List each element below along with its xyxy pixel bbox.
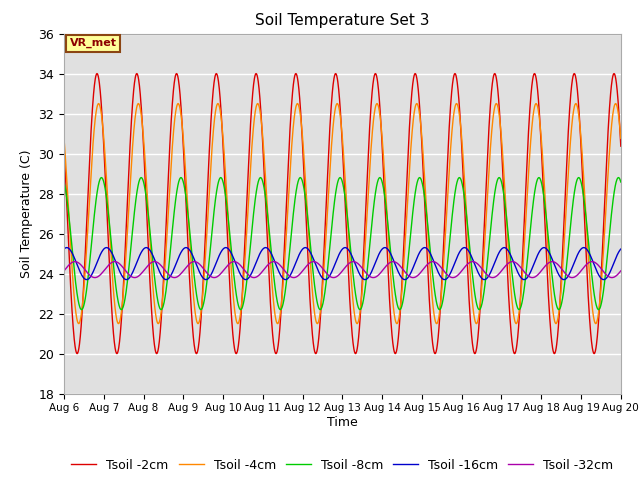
Tsoil -2cm	[60, 143, 68, 149]
Line: Tsoil -16cm: Tsoil -16cm	[64, 248, 621, 279]
Tsoil -32cm	[566, 274, 573, 280]
Line: Tsoil -8cm: Tsoil -8cm	[64, 178, 621, 310]
Tsoil -32cm	[429, 259, 436, 264]
X-axis label: Time: Time	[327, 416, 358, 429]
Tsoil -2cm	[332, 71, 339, 76]
Tsoil -32cm	[314, 261, 322, 266]
Tsoil -4cm	[60, 135, 68, 141]
Tsoil -4cm	[315, 319, 323, 324]
Tsoil -8cm	[314, 302, 322, 308]
Tsoil -2cm	[314, 342, 322, 348]
Tsoil -2cm	[566, 106, 573, 112]
Tsoil -4cm	[479, 276, 486, 281]
Tsoil -4cm	[214, 101, 221, 107]
Tsoil -16cm	[60, 246, 68, 252]
Tsoil -4cm	[194, 321, 202, 326]
Tsoil -2cm	[352, 351, 360, 357]
Title: Soil Temperature Set 3: Soil Temperature Set 3	[255, 13, 429, 28]
Tsoil -2cm	[374, 77, 381, 83]
Tsoil -8cm	[566, 231, 573, 237]
Tsoil -8cm	[376, 175, 384, 180]
Tsoil -32cm	[617, 268, 625, 274]
Tsoil -8cm	[550, 286, 557, 292]
Tsoil -8cm	[60, 179, 68, 185]
Tsoil -16cm	[478, 276, 486, 281]
Tsoil -4cm	[550, 313, 557, 319]
Tsoil -2cm	[617, 143, 625, 149]
Tsoil -8cm	[479, 299, 486, 305]
Legend: Tsoil -2cm, Tsoil -4cm, Tsoil -8cm, Tsoil -16cm, Tsoil -32cm: Tsoil -2cm, Tsoil -4cm, Tsoil -8cm, Tsoi…	[67, 454, 618, 477]
Y-axis label: Soil Temperature (C): Soil Temperature (C)	[20, 149, 33, 278]
Tsoil -2cm	[550, 350, 557, 356]
Tsoil -4cm	[374, 101, 381, 107]
Tsoil -4cm	[617, 132, 625, 138]
Tsoil -32cm	[60, 268, 68, 274]
Tsoil -32cm	[449, 275, 456, 280]
Line: Tsoil -32cm: Tsoil -32cm	[64, 262, 621, 277]
Line: Tsoil -2cm: Tsoil -2cm	[64, 73, 621, 354]
Tsoil -4cm	[617, 135, 625, 141]
Tsoil -2cm	[479, 263, 486, 269]
Tsoil -8cm	[356, 307, 364, 312]
Tsoil -16cm	[560, 276, 568, 282]
Tsoil -16cm	[617, 246, 625, 252]
Tsoil -16cm	[314, 267, 322, 273]
Tsoil -8cm	[617, 178, 625, 184]
Line: Tsoil -4cm: Tsoil -4cm	[64, 104, 621, 324]
Tsoil -16cm	[540, 245, 548, 251]
Tsoil -32cm	[373, 274, 381, 279]
Tsoil -32cm	[550, 259, 557, 264]
Text: VR_met: VR_met	[70, 38, 116, 48]
Tsoil -16cm	[566, 270, 573, 276]
Tsoil -16cm	[373, 256, 381, 262]
Tsoil -16cm	[617, 247, 625, 252]
Tsoil -32cm	[479, 266, 486, 272]
Tsoil -16cm	[550, 259, 557, 265]
Tsoil -32cm	[617, 268, 625, 274]
Tsoil -8cm	[617, 179, 625, 185]
Tsoil -2cm	[617, 138, 625, 144]
Tsoil -4cm	[566, 149, 573, 155]
Tsoil -8cm	[373, 181, 381, 187]
